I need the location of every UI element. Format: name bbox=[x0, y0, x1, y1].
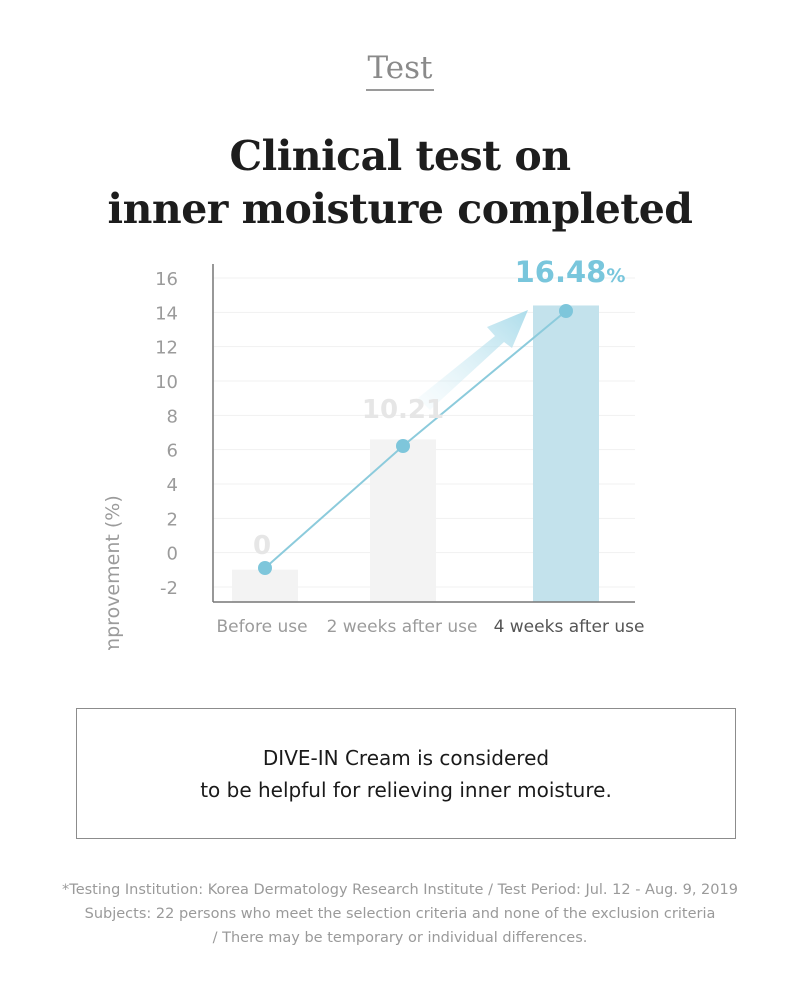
data-label: 16.48% bbox=[515, 255, 626, 289]
y-tick-label: 16 bbox=[155, 269, 178, 290]
data-label: 10.21 bbox=[362, 395, 444, 425]
data-point bbox=[396, 439, 410, 453]
y-tick-label: 0 bbox=[167, 544, 178, 565]
conclusion-line-1: DIVE-IN Cream is considered bbox=[262, 745, 550, 770]
section-label-text: Test bbox=[365, 50, 435, 91]
y-tick-label: 14 bbox=[155, 303, 178, 324]
trend-arrow-icon bbox=[418, 310, 528, 410]
y-tick-label: 8 bbox=[167, 406, 178, 427]
x-tick-label: Before use bbox=[216, 617, 307, 637]
x-tick-label: 4 weeks after use bbox=[494, 617, 645, 637]
y-tick-label: 4 bbox=[167, 475, 178, 496]
footnote: *Testing Institution: Korea Dermatology … bbox=[0, 878, 800, 950]
y-tick-label: 12 bbox=[155, 338, 178, 359]
footnote-line-1: *Testing Institution: Korea Dermatology … bbox=[62, 882, 738, 898]
page-title-line-2: inner moisture completed bbox=[107, 185, 693, 233]
bar bbox=[232, 569, 298, 602]
improvement-chart: -2 0 2 4 6 8 10 12 14 16 Improvement (%) 0 10.21 16.4… bbox=[102, 255, 645, 650]
page-title-line-1: Clinical test on bbox=[229, 132, 571, 180]
data-label: 0 bbox=[253, 531, 271, 561]
conclusion-line-2: to be helpful for relieving inner moistu… bbox=[200, 777, 612, 802]
data-label-unit: % bbox=[606, 265, 625, 287]
y-axis-title: Improvement (%) bbox=[102, 495, 124, 650]
section-label: Test bbox=[0, 50, 800, 91]
y-tick-label: -2 bbox=[160, 578, 178, 599]
bar bbox=[533, 305, 599, 602]
y-tick-label: 2 bbox=[167, 509, 178, 530]
x-tick-label: 2 weeks after use bbox=[327, 617, 478, 637]
y-tick-label: 6 bbox=[167, 441, 178, 462]
data-label-value: 16.48 bbox=[515, 255, 607, 289]
data-point bbox=[559, 304, 573, 318]
conclusion-box: DIVE-IN Cream is considered to be helpfu… bbox=[76, 708, 736, 839]
bar bbox=[370, 439, 436, 602]
footnote-line-2: Subjects: 22 persons who meet the select… bbox=[84, 906, 716, 922]
footnote-line-3: / There may be temporary or individual d… bbox=[212, 930, 588, 946]
y-tick-label: 10 bbox=[155, 372, 178, 393]
page-title: Clinical test on inner moisture complete… bbox=[0, 130, 800, 236]
data-point bbox=[258, 561, 272, 575]
